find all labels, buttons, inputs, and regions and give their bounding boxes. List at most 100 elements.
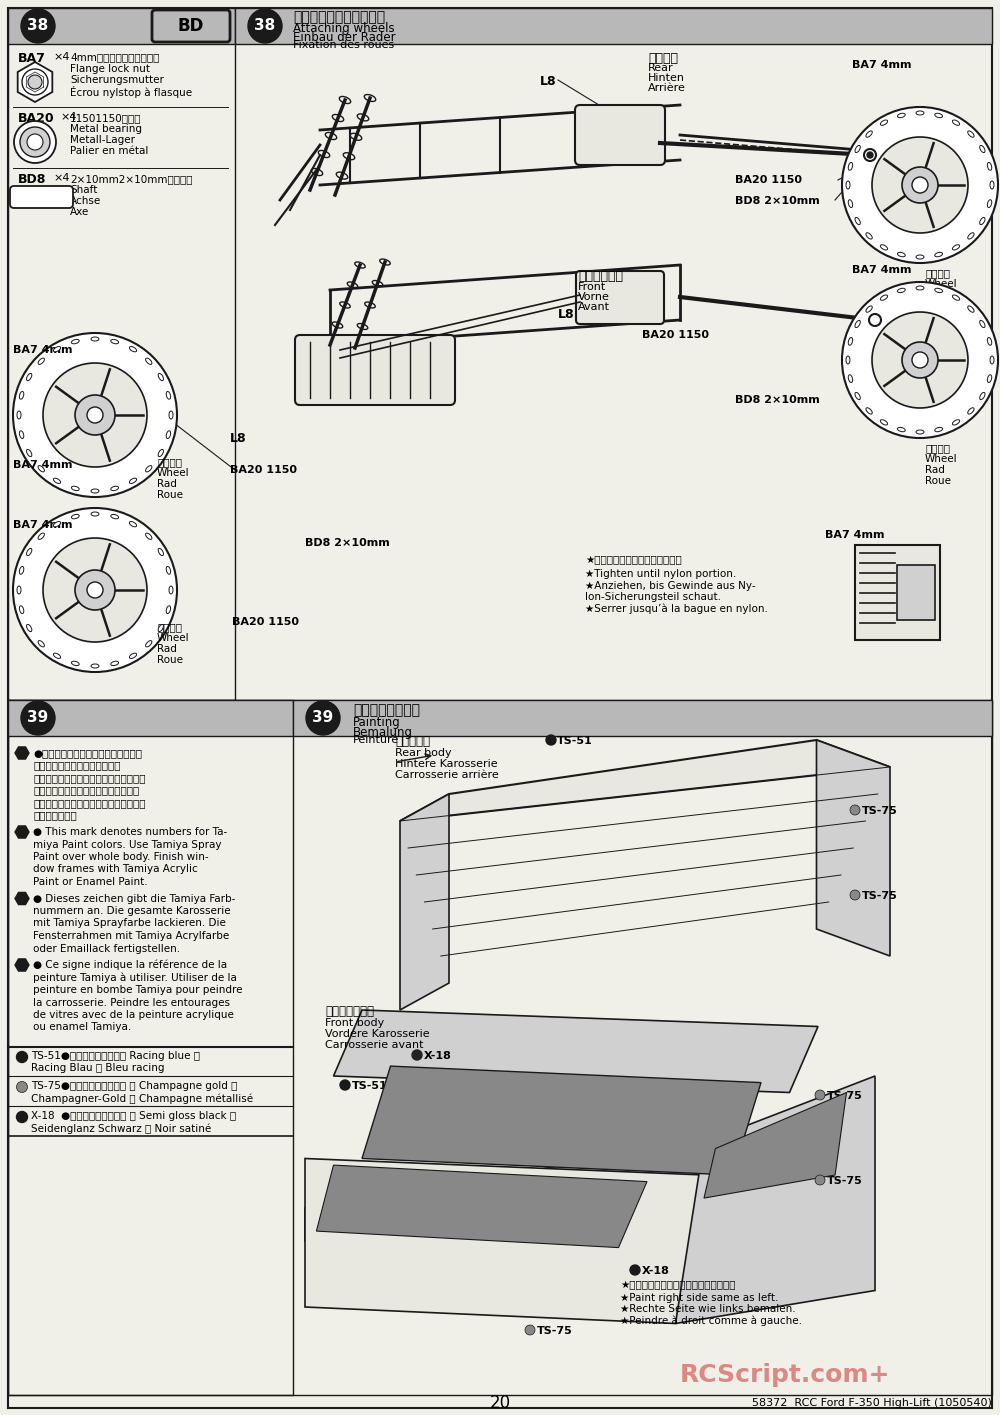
- Text: ★Paint right side same as left.: ★Paint right side same as left.: [620, 1293, 778, 1303]
- Text: Carrosserie avant: Carrosserie avant: [325, 1040, 424, 1050]
- Text: la carrosserie. Peindre les entourages: la carrosserie. Peindre les entourages: [33, 998, 230, 1007]
- Ellipse shape: [916, 286, 924, 290]
- Text: Roue: Roue: [157, 490, 183, 499]
- Ellipse shape: [166, 566, 171, 574]
- Text: 11501150メタル: 11501150メタル: [70, 113, 142, 123]
- Ellipse shape: [952, 294, 960, 300]
- Circle shape: [546, 734, 556, 746]
- Ellipse shape: [990, 181, 994, 190]
- Ellipse shape: [19, 430, 24, 439]
- Text: X-18: X-18: [642, 1266, 670, 1276]
- Text: Rad: Rad: [925, 466, 945, 475]
- Text: 39: 39: [27, 710, 49, 726]
- Ellipse shape: [129, 654, 137, 658]
- Polygon shape: [18, 62, 52, 102]
- Ellipse shape: [38, 533, 44, 539]
- Circle shape: [13, 333, 177, 497]
- Circle shape: [869, 314, 881, 325]
- Ellipse shape: [158, 624, 163, 631]
- Ellipse shape: [19, 606, 24, 614]
- Text: Rear body: Rear body: [395, 749, 452, 758]
- Text: Metall-Lager: Metall-Lager: [70, 134, 135, 144]
- Ellipse shape: [987, 375, 992, 382]
- Bar: [235, 8, 992, 44]
- Ellipse shape: [866, 306, 872, 313]
- Ellipse shape: [19, 566, 24, 574]
- Text: 装します。ボディ全体はタミヤカラー・: 装します。ボディ全体はタミヤカラー・: [33, 773, 146, 782]
- Text: Bemalung: Bemalung: [353, 726, 413, 739]
- Ellipse shape: [968, 408, 974, 415]
- Text: BA7 4mm: BA7 4mm: [13, 345, 72, 355]
- Text: Rad: Rad: [925, 290, 945, 300]
- Ellipse shape: [846, 181, 850, 190]
- Ellipse shape: [987, 337, 992, 345]
- Text: dow frames with Tamiya Acrylic: dow frames with Tamiya Acrylic: [33, 865, 198, 874]
- Circle shape: [525, 1324, 535, 1334]
- Text: TS-51: TS-51: [557, 736, 593, 746]
- Text: X-18: X-18: [424, 1051, 452, 1061]
- Text: Sicherungsmutter: Sicherungsmutter: [70, 75, 164, 85]
- Ellipse shape: [935, 289, 943, 293]
- Ellipse shape: [880, 294, 888, 300]
- Text: スプレーで、窓枠などの細部はタミヤ: スプレーで、窓枠などの細部はタミヤ: [33, 785, 139, 795]
- Ellipse shape: [980, 218, 985, 225]
- Bar: [8, 8, 235, 44]
- Text: ●のマークは塩装指示のマークです。: ●のマークは塩装指示のマークです。: [33, 749, 142, 758]
- Circle shape: [850, 890, 860, 900]
- Polygon shape: [816, 740, 890, 957]
- Text: peinture en bombe Tamiya pour peindre: peinture en bombe Tamiya pour peindre: [33, 985, 242, 995]
- Text: Paint or Enamel Paint.: Paint or Enamel Paint.: [33, 877, 148, 887]
- Ellipse shape: [880, 245, 888, 250]
- Bar: [8, 700, 293, 1395]
- Text: BD8 2×10mm: BD8 2×10mm: [305, 538, 390, 548]
- Text: ★Serrer jusqu’à la bague en nylon.: ★Serrer jusqu’à la bague en nylon.: [585, 604, 768, 614]
- Text: Roue: Roue: [157, 655, 183, 665]
- Ellipse shape: [980, 392, 985, 399]
- Text: Front: Front: [578, 282, 606, 291]
- Text: Flange lock nut: Flange lock nut: [70, 64, 150, 74]
- Text: peinture Tamiya à utiliser. Utiliser de la: peinture Tamiya à utiliser. Utiliser de …: [33, 972, 237, 983]
- Circle shape: [13, 508, 177, 672]
- FancyBboxPatch shape: [295, 335, 455, 405]
- Circle shape: [21, 8, 55, 42]
- Text: Avant: Avant: [578, 301, 610, 311]
- Text: 38: 38: [254, 18, 276, 34]
- Ellipse shape: [848, 200, 853, 208]
- Circle shape: [27, 134, 43, 150]
- Text: ★Peindre à droit comme à gauche.: ★Peindre à droit comme à gauche.: [620, 1315, 802, 1326]
- Text: miya Paint colors. Use Tamiya Spray: miya Paint colors. Use Tamiya Spray: [33, 839, 222, 849]
- Text: oder Emaillack fertigstellen.: oder Emaillack fertigstellen.: [33, 944, 180, 954]
- Bar: [897, 565, 935, 620]
- Text: Wheel: Wheel: [925, 454, 958, 464]
- Text: フロントボディ: フロントボディ: [325, 1005, 374, 1017]
- Ellipse shape: [146, 641, 152, 647]
- Circle shape: [248, 8, 282, 42]
- Ellipse shape: [848, 163, 853, 170]
- Text: ×4: ×4: [60, 112, 76, 122]
- Text: Achse: Achse: [70, 197, 101, 207]
- Text: mit Tamiya Sprayfarbe lackieren. Die: mit Tamiya Sprayfarbe lackieren. Die: [33, 918, 226, 928]
- Text: Vorne: Vorne: [578, 291, 610, 301]
- Ellipse shape: [866, 132, 872, 137]
- Ellipse shape: [935, 252, 943, 256]
- Text: ×4: ×4: [53, 52, 70, 62]
- Ellipse shape: [980, 146, 985, 153]
- Text: BA20 1150: BA20 1150: [735, 175, 802, 185]
- Text: L8: L8: [540, 75, 557, 88]
- Text: BA7 4mm: BA7 4mm: [852, 265, 912, 275]
- Circle shape: [815, 1090, 825, 1099]
- Ellipse shape: [169, 410, 173, 419]
- Text: 《ホイールの取り付け》: 《ホイールの取り付け》: [293, 10, 385, 24]
- FancyBboxPatch shape: [576, 272, 664, 324]
- Text: BA7: BA7: [18, 52, 46, 65]
- Text: ★Anziehen, bis Gewinde aus Ny-: ★Anziehen, bis Gewinde aus Ny-: [585, 582, 756, 591]
- Circle shape: [87, 408, 103, 423]
- Text: TS-75: TS-75: [827, 1176, 863, 1186]
- Text: Fixation des roues: Fixation des roues: [293, 40, 394, 50]
- Circle shape: [872, 137, 968, 233]
- Text: TS-75●シャンパンゴールド ／ Champagne gold ／: TS-75●シャンパンゴールド ／ Champagne gold ／: [31, 1081, 237, 1091]
- Text: Paint over whole body. Finish win-: Paint over whole body. Finish win-: [33, 852, 209, 862]
- Polygon shape: [305, 1142, 704, 1241]
- Text: Vordere Karosserie: Vordere Karosserie: [325, 1029, 430, 1039]
- Ellipse shape: [897, 289, 905, 293]
